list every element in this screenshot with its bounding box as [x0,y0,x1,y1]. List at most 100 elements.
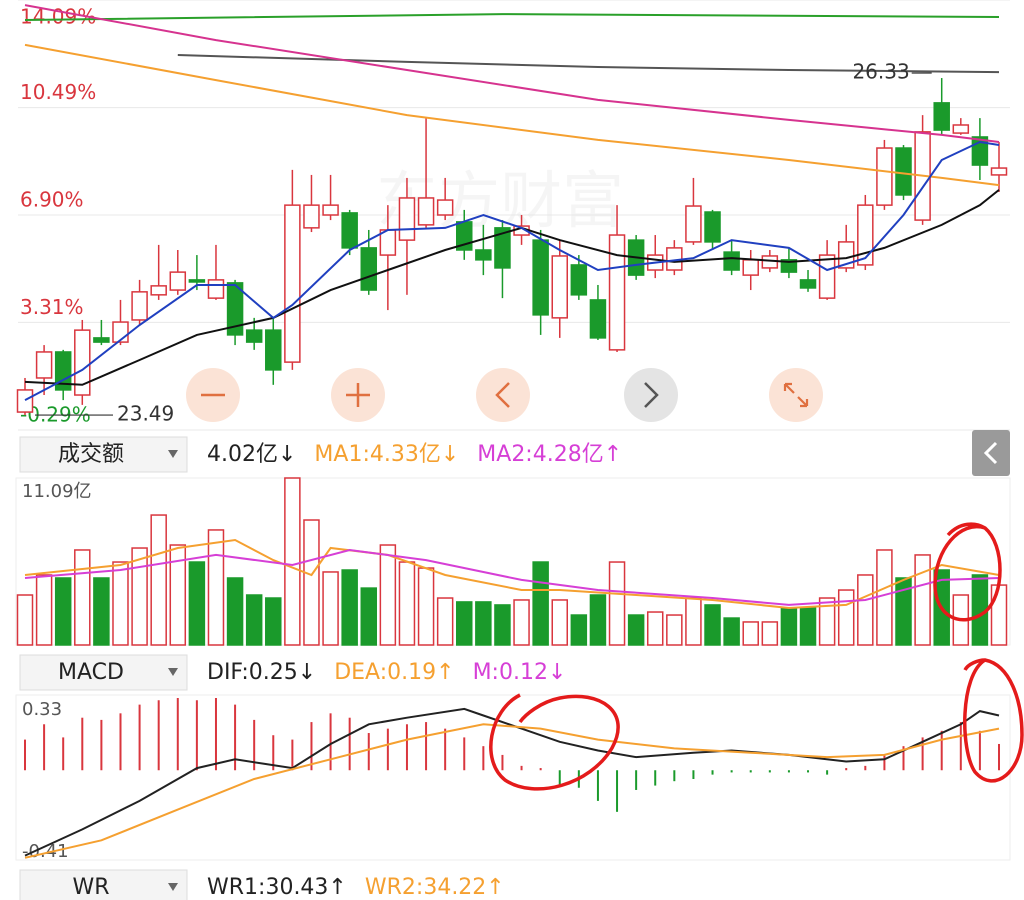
indicator-bar: WR WR1:30.43↑ WR2:34.22↑ [19,869,505,900]
candle-body [704,211,721,243]
watermark: 东方财富 [376,164,624,237]
volume-bar [322,571,339,646]
candle-body [857,204,874,266]
volume-bar [379,544,397,646]
scroll-right-button[interactable] [624,368,678,422]
volume-bar [398,561,416,646]
indicator-readout: WR2:34.22↑ [365,875,505,900]
zoom-out-button[interactable] [186,368,240,422]
volume-bar [131,547,148,646]
volume-bar [589,594,607,646]
volume-bar [188,561,206,646]
volume-bar [265,597,282,646]
low-price-annotation: 23.49 [117,402,174,426]
candle-body [436,199,454,216]
candle-body [35,351,53,379]
candle-body [494,227,511,269]
candle-body [93,337,110,343]
candle-body [74,329,91,396]
volume-bar [570,614,588,646]
dropdown-arrow [168,883,178,891]
selector-label[interactable]: WR [72,875,109,900]
volume-bar [456,601,473,646]
volume-chart: 11.09亿 [15,477,1011,646]
volume-bar [245,594,263,646]
moving-average-line [24,4,1000,143]
moving-average-line [24,140,1000,401]
candle-body [284,204,301,363]
candle-body [169,271,187,291]
volume-bar [532,561,549,646]
volume-bar [207,529,225,646]
volume-bar [417,567,435,646]
zoom-in-button[interactable] [331,368,385,422]
indicator-bar: 成交额 4.02亿↓ MA1:4.33亿↓ MA2:4.28亿↑ [19,436,622,473]
volume-bar [551,599,568,646]
volume-bar [704,604,721,646]
candle-body [265,329,282,371]
volume-bar [761,621,779,646]
volume-bar [780,607,798,646]
scroll-left-button[interactable] [476,368,530,422]
candle-body [475,249,492,261]
volume-bar [303,519,320,646]
indicator-selector[interactable] [19,869,188,900]
candle-body [245,329,263,343]
candle-body [933,102,950,131]
high-price-annotation: 26.33 [852,60,909,84]
volume-bar [226,577,244,646]
volume-bar [608,561,626,646]
volume-bar [284,477,301,646]
candle-body [226,282,244,336]
candle-body [150,285,167,296]
indicator-bar: MACD DIF:0.25↓ DEA:0.19↑ M:0.12↓ [19,654,567,691]
indicator-selector[interactable] [19,436,188,473]
volume-bar [360,587,378,646]
volume-bar [436,597,454,646]
moving-average-line [24,43,1000,187]
volume-bar [876,549,893,646]
candle-body [322,204,339,216]
candle-body [818,254,836,299]
volume-bar [93,577,110,646]
side-panel-tab[interactable] [972,430,1010,476]
selector-label[interactable]: MACD [58,660,124,685]
y-tick-label: 3.31% [20,295,84,319]
candle-body [188,279,206,283]
hand-drawn-marks [489,522,1024,791]
volume-bar [16,594,34,646]
volume-bar [990,584,1008,646]
candle-body [990,167,1008,176]
moving-average-line [24,189,1000,386]
volume-bar [895,577,912,646]
y-tick-label: -0.41 [22,841,69,862]
volume-bar [666,614,683,646]
candle-body [799,279,817,289]
indicator-selector[interactable] [19,654,188,691]
volume-bar [475,601,492,646]
candle-body [551,255,568,319]
indicator-readout: MA2:4.28亿↑ [477,442,622,467]
y-tick-label: 11.09亿 [22,481,92,502]
volume-bar [799,607,817,646]
volume-bar [857,574,874,646]
y-tick-label: 10.49% [20,80,96,104]
fullscreen-button[interactable] [769,368,823,422]
volume-bar [150,514,167,646]
volume-average-line [24,548,1000,606]
candle-body [532,239,549,316]
volume-bar [35,574,53,646]
candle-body [952,124,970,134]
volume-bar [723,617,740,646]
indicator-readout: M:0.12↓ [473,660,567,685]
candle-body [303,204,320,229]
candle-body [895,147,912,196]
selector-label[interactable]: 成交额 [58,442,124,467]
dif-line [24,707,1000,857]
indicator-readout: MA1:4.33亿↓ [314,442,459,467]
volume-bar [112,561,129,646]
candle-body [417,197,435,226]
volume-bar [54,577,72,646]
candle-body [876,147,893,206]
